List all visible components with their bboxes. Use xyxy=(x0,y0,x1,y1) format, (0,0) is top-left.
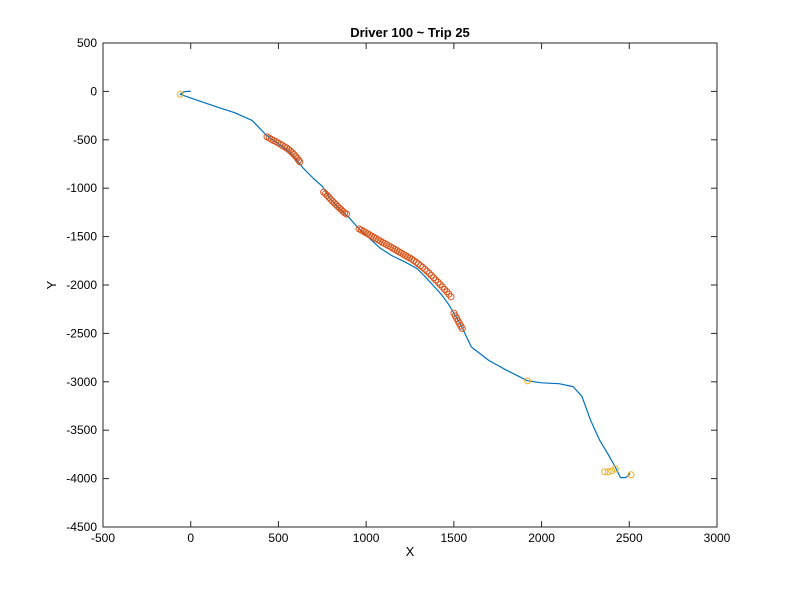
x-tick-label: 0 xyxy=(187,531,194,545)
plot-marks xyxy=(176,90,635,479)
trip-point-marker xyxy=(611,465,619,473)
trip-point-marker xyxy=(327,195,335,203)
y-tick-label: -1500 xyxy=(66,230,97,244)
trip-point-marker xyxy=(441,285,449,293)
trip-point-marker xyxy=(414,260,422,268)
trip-point-marker xyxy=(342,210,350,218)
x-tick-label: 1500 xyxy=(441,531,468,545)
trip-point-marker xyxy=(434,278,442,286)
trip-point-marker xyxy=(341,209,349,217)
x-tick-label: 500 xyxy=(268,531,288,545)
trip-point-marker xyxy=(325,193,333,201)
x-tick-label: 1000 xyxy=(353,531,380,545)
trip-point-marker xyxy=(432,276,440,284)
y-tick-label: -2500 xyxy=(66,326,97,340)
trip-point-marker xyxy=(608,467,616,475)
x-tick-label: 3000 xyxy=(704,531,731,545)
y-tick-label: -500 xyxy=(73,133,97,147)
trip-point-marker xyxy=(176,90,184,98)
trip-point-marker xyxy=(412,258,420,266)
axis-ticks: -500 0 500 1000 1500 2000 2500 3000 -4500 -4000 -3… xyxy=(66,36,730,545)
x-axis-label: X xyxy=(406,544,415,559)
trip-point-marker xyxy=(604,468,612,476)
chart-title: Driver 100 ~ Trip 25 xyxy=(350,25,470,40)
y-tick-label: -4500 xyxy=(66,520,97,534)
y-tick-label: -4000 xyxy=(66,472,97,486)
trip-point-marker xyxy=(436,281,444,289)
trip-point-marker xyxy=(421,265,429,273)
trip-point-marker xyxy=(417,262,425,270)
trip-point-marker xyxy=(524,377,532,385)
trip-point-marker xyxy=(320,188,328,196)
trip-point-marker xyxy=(601,468,609,476)
trip-point-marker xyxy=(423,267,431,275)
y-tick-label: -3000 xyxy=(66,375,97,389)
trip-point-marker xyxy=(425,269,433,277)
y-tick-label: -1000 xyxy=(66,181,97,195)
y-tick-label: 0 xyxy=(90,84,97,98)
y-tick-label: 500 xyxy=(77,36,97,50)
trip-point-marker xyxy=(427,272,435,280)
trip-point-marker xyxy=(295,156,303,164)
trip-point-marker xyxy=(419,263,427,271)
trip-point-marker xyxy=(323,192,331,200)
trip-path-line xyxy=(179,90,630,479)
y-tick-label: -2000 xyxy=(66,278,97,292)
x-tick-label: 2500 xyxy=(616,531,643,545)
trip-point-marker xyxy=(296,158,304,166)
x-tick-label: 2000 xyxy=(528,531,555,545)
y-tick-label: -3500 xyxy=(66,423,97,437)
trip-point-marker xyxy=(330,199,338,207)
trip-point-marker xyxy=(430,274,438,282)
y-axis-label: Y xyxy=(44,280,59,289)
trip-point-marker xyxy=(458,325,466,333)
trip-point-marker xyxy=(321,190,329,198)
trip-point-marker xyxy=(288,149,296,157)
trip-point-marker xyxy=(627,471,635,479)
trip-point-marker xyxy=(447,293,455,301)
x-tick-label: -500 xyxy=(91,531,115,545)
